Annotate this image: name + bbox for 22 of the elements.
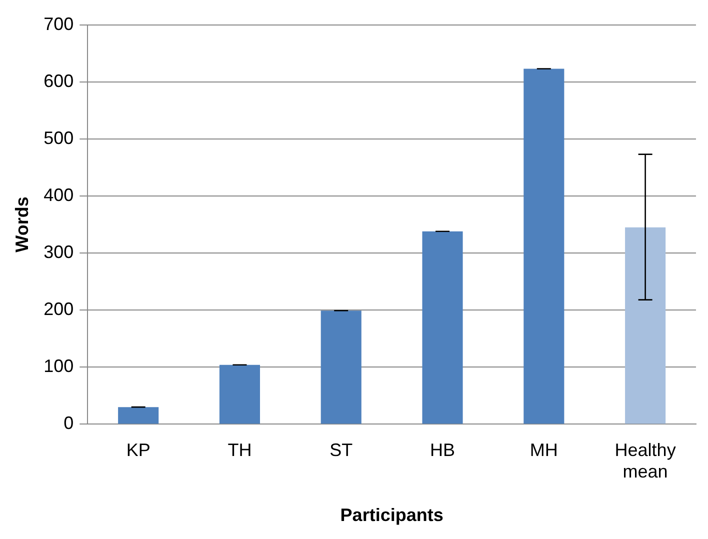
bar	[524, 68, 564, 424]
x-tick-label: KP	[126, 440, 150, 460]
bar	[625, 227, 666, 424]
x-axis-title: Participants	[340, 505, 444, 526]
y-tick-label: 300	[44, 242, 74, 262]
y-axis-title: Words	[12, 196, 32, 252]
x-tick-label: MH	[530, 440, 558, 460]
y-tick-label: 0	[64, 413, 74, 434]
y-tick-label: 200	[44, 299, 74, 320]
bar	[118, 407, 159, 424]
bar	[422, 231, 463, 424]
x-tick-label: TH	[228, 440, 252, 460]
bar	[219, 364, 260, 424]
x-tick-label: HB	[430, 440, 456, 460]
y-tick-label: 400	[44, 184, 74, 205]
y-tick-label: 500	[44, 128, 74, 148]
bar	[320, 310, 362, 424]
y-tick-label: 700	[44, 14, 74, 34]
x-tick-label: ST	[330, 440, 353, 460]
y-tick-label: 100	[44, 356, 74, 376]
y-tick-label: 600	[44, 70, 74, 91]
x-tick-label: Healthy mean	[614, 440, 676, 482]
